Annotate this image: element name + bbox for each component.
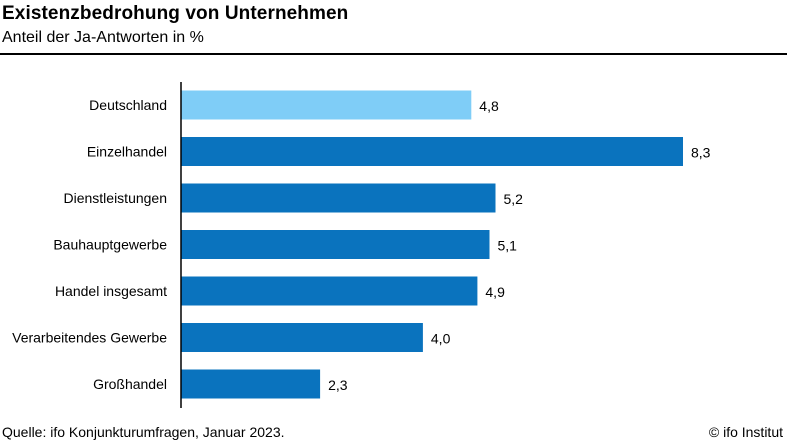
chart-subtitle: Anteil der Ja-Antworten in %: [2, 29, 204, 46]
bar: [181, 276, 478, 306]
bar: [181, 137, 683, 166]
bar: [181, 183, 496, 213]
value-label: 4,0: [431, 331, 451, 347]
source-note: Quelle: ifo Konjunkturumfragen, Januar 2…: [2, 424, 285, 440]
value-label: 8,3: [691, 145, 711, 161]
bar: [181, 90, 472, 120]
category-label: Großhandel: [93, 376, 167, 392]
category-label: Deutschland: [89, 97, 167, 113]
category-label: Verarbeitendes Gewerbe: [12, 330, 167, 346]
value-label: 4,8: [479, 98, 499, 114]
bar: [181, 230, 490, 259]
value-label: 4,9: [485, 284, 505, 300]
category-label: Einzelhandel: [87, 144, 167, 160]
chart-title: Existenzbedrohung von Unternehmen: [2, 3, 349, 24]
bar: [181, 323, 423, 352]
value-label: 5,1: [498, 238, 518, 254]
value-label: 5,2: [504, 191, 524, 207]
category-label: Dienstleistungen: [63, 190, 167, 206]
category-label: Bauhauptgewerbe: [53, 237, 167, 253]
category-label: Handel insgesamt: [55, 283, 167, 299]
bar: [181, 369, 321, 399]
title-divider: [0, 53, 787, 55]
copyright-note: © ifo Institut: [708, 424, 783, 440]
value-label: 2,3: [328, 377, 348, 393]
